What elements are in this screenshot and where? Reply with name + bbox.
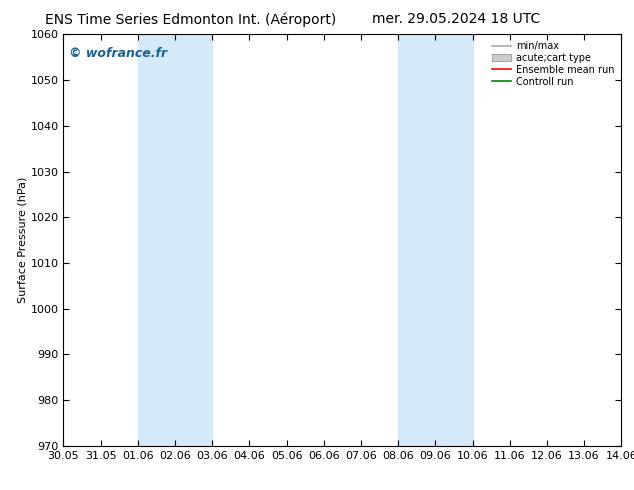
Text: © wofrance.fr: © wofrance.fr xyxy=(69,47,167,60)
Text: mer. 29.05.2024 18 UTC: mer. 29.05.2024 18 UTC xyxy=(372,12,541,26)
Y-axis label: Surface Pressure (hPa): Surface Pressure (hPa) xyxy=(18,177,28,303)
Legend: min/max, acute;cart type, Ensemble mean run, Controll run: min/max, acute;cart type, Ensemble mean … xyxy=(489,39,616,89)
Bar xyxy=(398,34,472,446)
Bar xyxy=(138,34,212,446)
Text: ENS Time Series Edmonton Int. (Aéroport): ENS Time Series Edmonton Int. (Aéroport) xyxy=(44,12,336,27)
